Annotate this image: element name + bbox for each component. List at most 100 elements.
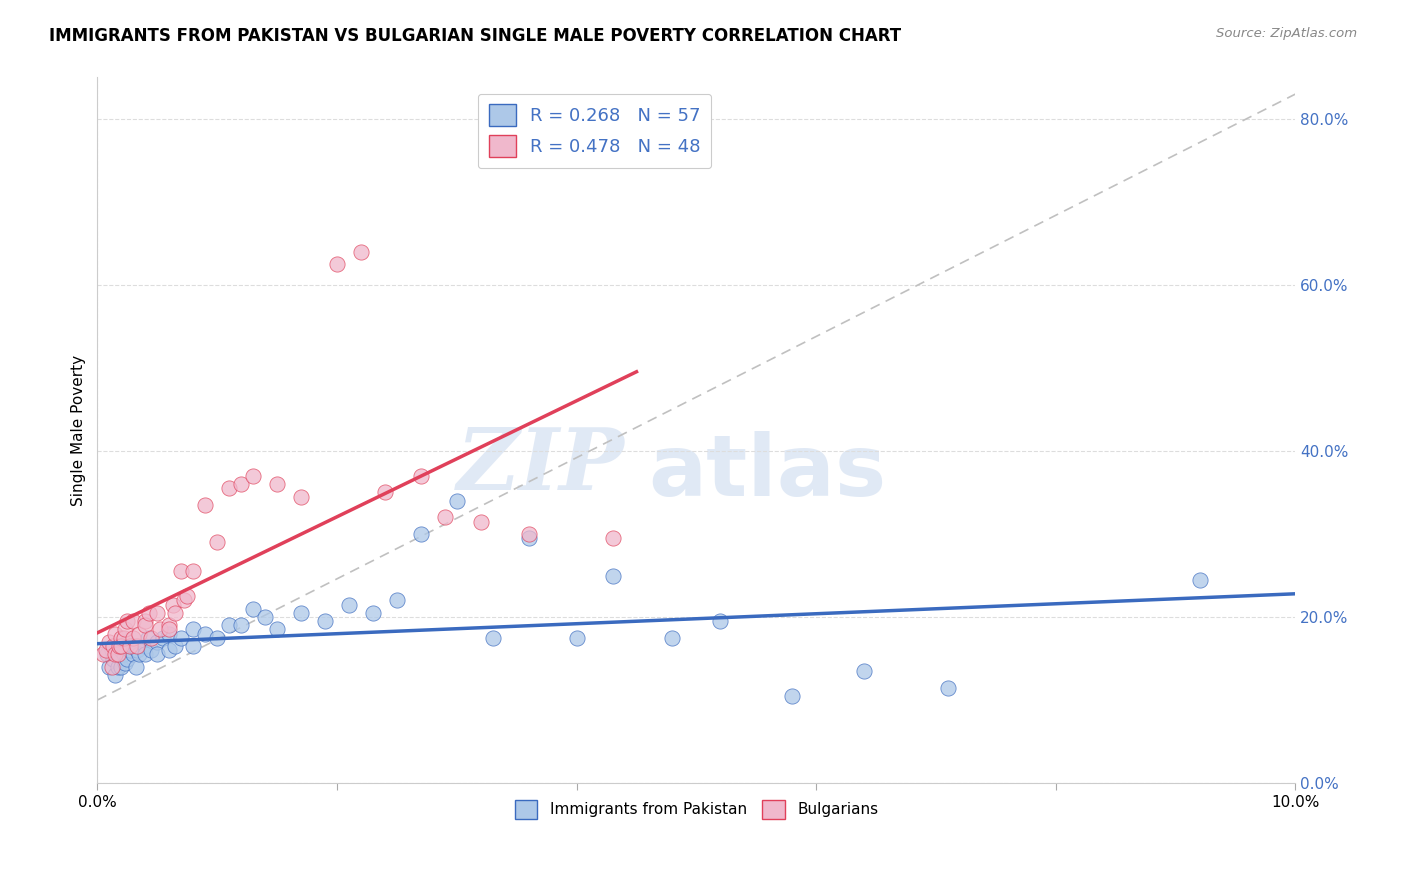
Point — [290, 606, 312, 620]
Point — [122, 639, 145, 653]
Point — [146, 648, 169, 662]
Point — [146, 635, 169, 649]
Point — [374, 485, 396, 500]
Point — [125, 643, 148, 657]
Point — [266, 477, 288, 491]
Point — [112, 631, 135, 645]
Point — [96, 648, 118, 662]
Point — [122, 648, 145, 662]
Point — [936, 681, 959, 695]
Point — [446, 493, 468, 508]
Point — [98, 635, 121, 649]
Point — [108, 648, 131, 662]
Point — [229, 477, 252, 491]
Point — [110, 631, 132, 645]
Point — [218, 481, 240, 495]
Text: Source: ZipAtlas.com: Source: ZipAtlas.com — [1216, 27, 1357, 40]
Point — [314, 614, 336, 628]
Point — [205, 535, 228, 549]
Point — [470, 515, 492, 529]
Point — [602, 568, 624, 582]
Point — [565, 631, 588, 645]
Point — [128, 648, 150, 662]
Point — [122, 614, 145, 628]
Point — [290, 490, 312, 504]
Point — [170, 631, 193, 645]
Point — [661, 631, 683, 645]
Text: IMMIGRANTS FROM PAKISTAN VS BULGARIAN SINGLE MALE POVERTY CORRELATION CHART: IMMIGRANTS FROM PAKISTAN VS BULGARIAN SI… — [49, 27, 901, 45]
Point — [94, 643, 117, 657]
Point — [118, 639, 141, 653]
Point — [157, 618, 180, 632]
Point — [136, 631, 159, 645]
Point — [326, 257, 349, 271]
Point — [101, 639, 124, 653]
Point — [780, 689, 803, 703]
Point — [107, 660, 129, 674]
Point — [117, 651, 139, 665]
Point — [104, 668, 127, 682]
Point — [105, 639, 128, 653]
Point — [162, 598, 184, 612]
Point — [409, 527, 432, 541]
Point — [181, 639, 204, 653]
Point — [517, 531, 540, 545]
Point — [114, 656, 136, 670]
Point — [350, 244, 373, 259]
Point — [110, 643, 132, 657]
Point — [481, 631, 503, 645]
Point — [110, 639, 132, 653]
Point — [254, 610, 277, 624]
Point — [709, 614, 731, 628]
Point — [242, 469, 264, 483]
Point — [114, 623, 136, 637]
Point — [853, 664, 876, 678]
Point — [1188, 573, 1211, 587]
Point — [181, 623, 204, 637]
Point — [134, 614, 156, 628]
Point — [138, 606, 160, 620]
Text: atlas: atlas — [648, 431, 887, 514]
Point — [433, 510, 456, 524]
Point — [117, 635, 139, 649]
Point — [181, 565, 204, 579]
Point — [104, 626, 127, 640]
Point — [146, 606, 169, 620]
Point — [409, 469, 432, 483]
Point — [107, 648, 129, 662]
Point — [112, 648, 135, 662]
Point — [218, 618, 240, 632]
Point — [337, 598, 360, 612]
Point — [194, 498, 217, 512]
Point — [602, 531, 624, 545]
Point — [176, 589, 198, 603]
Point — [229, 618, 252, 632]
Point — [157, 643, 180, 657]
Point — [108, 639, 131, 653]
Point — [122, 631, 145, 645]
Point — [385, 593, 408, 607]
Point — [170, 565, 193, 579]
Point — [266, 623, 288, 637]
Point — [165, 606, 187, 620]
Y-axis label: Single Male Poverty: Single Male Poverty — [72, 355, 86, 506]
Point — [125, 639, 148, 653]
Point — [118, 643, 141, 657]
Point — [152, 631, 174, 645]
Point — [149, 623, 172, 637]
Point — [157, 623, 180, 637]
Point — [134, 618, 156, 632]
Point — [104, 648, 127, 662]
Point — [100, 660, 122, 674]
Point — [205, 631, 228, 645]
Point — [361, 606, 384, 620]
Point — [517, 527, 540, 541]
Point — [101, 651, 124, 665]
Point — [134, 639, 156, 653]
Point — [157, 626, 180, 640]
Point — [125, 660, 148, 674]
Point — [110, 660, 132, 674]
Point — [141, 643, 163, 657]
Point — [173, 593, 195, 607]
Point — [128, 626, 150, 640]
